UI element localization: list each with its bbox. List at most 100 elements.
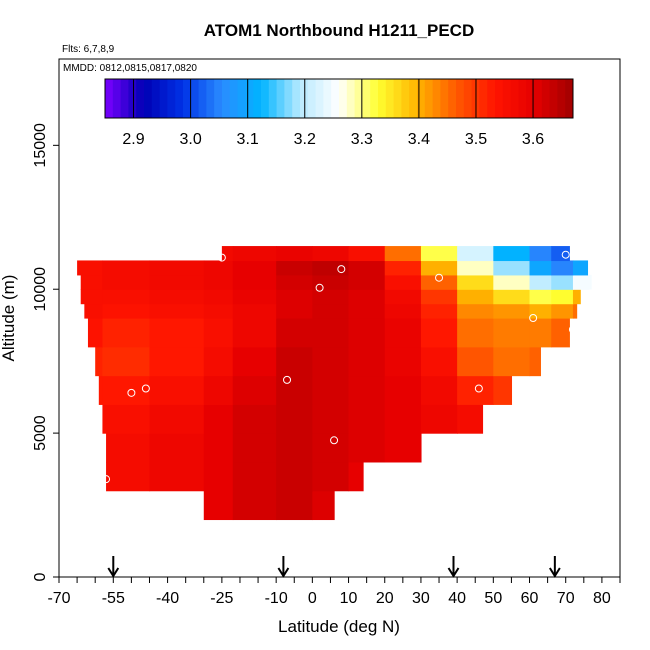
colorbar-swatch — [448, 79, 457, 118]
observation-point — [565, 375, 574, 384]
x-tick-label: 0 — [308, 590, 317, 607]
field-cell — [572, 303, 578, 319]
field-cell — [149, 346, 205, 377]
x-tick-label: 80 — [593, 590, 611, 607]
field-cell — [529, 346, 541, 377]
field-cell — [102, 346, 151, 377]
field-cell — [420, 404, 458, 434]
colorbar-swatch — [245, 79, 254, 118]
colorbar-swatch — [549, 79, 558, 118]
colorbar-tick-label: 3.3 — [351, 131, 373, 148]
field-cell — [312, 303, 350, 319]
plot-frame — [58, 58, 621, 578]
colorbar-swatch — [331, 79, 340, 118]
chart-title: ATOM1 Northbound H1211_PECD — [204, 21, 474, 40]
field-cell — [276, 490, 313, 521]
field-cell — [149, 318, 205, 348]
field-cell — [203, 318, 234, 348]
x-tick-label: 20 — [376, 590, 394, 607]
field-cell — [232, 303, 277, 319]
field-cell — [276, 303, 313, 319]
field-cell — [149, 433, 205, 463]
colorbar: 2.9 3.0 3.1 3.2 3.3 3.4 3.5 3.6 — [104, 78, 574, 148]
colorbar-swatch — [128, 79, 137, 118]
field-cell — [572, 260, 589, 276]
observation-point — [330, 436, 339, 445]
colorbar-swatch — [167, 79, 176, 118]
colorbar-swatch — [190, 79, 200, 118]
flight-arrow — [549, 556, 561, 578]
observation-point — [315, 283, 324, 292]
field-cell — [203, 303, 234, 319]
field-cell — [384, 318, 422, 348]
colorbar-swatch — [463, 79, 473, 118]
field-cell — [384, 346, 422, 377]
colorbar-swatch — [557, 79, 566, 118]
field-cell — [529, 318, 552, 348]
field-cell — [457, 346, 494, 377]
colorbar-swatch — [284, 79, 293, 118]
field-cell — [551, 318, 570, 348]
colorbar-frame — [104, 78, 574, 119]
x-tick-label: 60 — [521, 590, 539, 607]
field-cell — [232, 260, 277, 276]
field-cell — [493, 375, 513, 405]
colorbar-swatch — [214, 79, 223, 118]
flight-arrow — [277, 556, 290, 578]
observation-point — [529, 314, 538, 322]
observation-point — [561, 250, 570, 259]
field-cell — [348, 303, 386, 319]
field-cell — [348, 289, 386, 305]
colorbar-swatch — [229, 79, 239, 118]
colorbar-swatch — [120, 79, 129, 118]
field-cell — [384, 303, 422, 319]
field-cell — [551, 274, 574, 290]
field-cell — [276, 274, 313, 290]
colorbar-tick-label: 3.1 — [237, 131, 259, 148]
colorbar-swatch — [183, 79, 192, 118]
observation-point — [127, 388, 136, 397]
field-cell — [102, 404, 151, 434]
field-cell — [384, 375, 422, 405]
field-cell — [493, 246, 531, 262]
colorbar-tick-label: 3.4 — [408, 131, 430, 148]
field-cell — [276, 260, 313, 276]
observation-point — [435, 273, 444, 282]
x-axis: -70 -55 -40 -25 -10 0 10 20 30 40 50 60 70 80 — [47, 577, 621, 607]
field-cell — [203, 260, 234, 276]
field-cell — [80, 274, 104, 290]
field-cell — [276, 246, 313, 262]
field-cell — [84, 303, 104, 319]
field-cell — [348, 404, 386, 434]
field-cell — [98, 375, 104, 405]
colorbar-swatch — [502, 79, 512, 118]
field-cell — [276, 375, 313, 405]
field-cell — [312, 346, 350, 377]
colorbar-tick-label: 3.0 — [179, 131, 201, 148]
field-cell — [457, 318, 494, 348]
observation-point — [141, 384, 150, 393]
field-cell — [312, 246, 350, 262]
colorbar-swatch — [346, 79, 356, 118]
x-tick-label: 30 — [412, 590, 430, 607]
colorbar-swatch — [159, 79, 168, 118]
colorbar-swatch — [206, 79, 215, 118]
colorbar-swatch — [292, 79, 301, 118]
colorbar-swatch — [354, 79, 363, 118]
colorbar-swatch — [565, 79, 574, 118]
field-cell — [348, 260, 386, 276]
y-tick-label: 5000 — [32, 415, 49, 451]
field-cell — [80, 289, 104, 305]
colorbar-swatch — [136, 79, 145, 118]
colorbar-swatch — [440, 79, 449, 118]
colorbar-swatch — [393, 79, 402, 118]
field-cell — [348, 274, 386, 290]
field-cell — [457, 303, 494, 319]
field-cell — [551, 303, 574, 319]
field-cell — [102, 318, 151, 348]
field-cell — [384, 404, 422, 434]
field-cell — [493, 289, 531, 305]
field-cell — [348, 318, 386, 348]
field-cell — [276, 433, 313, 463]
field-cell — [232, 375, 277, 405]
